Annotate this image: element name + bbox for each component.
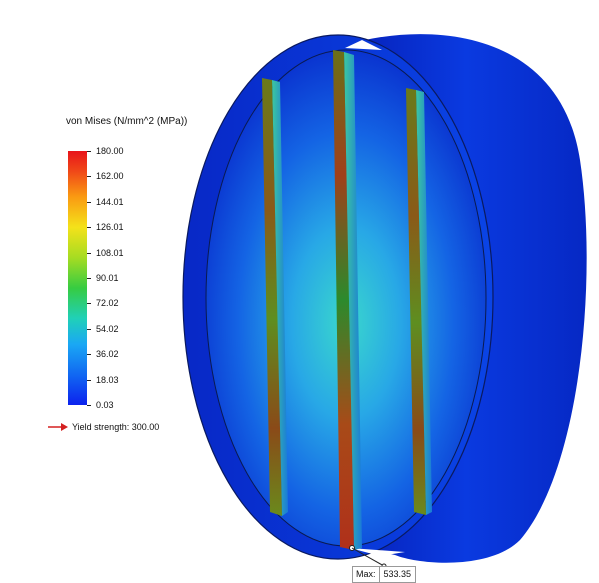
legend-tick-mark bbox=[87, 151, 91, 152]
legend-tick-label: 108.01 bbox=[96, 247, 124, 258]
stiffener-bar-right bbox=[406, 88, 426, 515]
legend-tick-mark bbox=[87, 379, 91, 381]
legend-tick-label: 18.03 bbox=[96, 374, 119, 385]
legend-tick-mark bbox=[87, 354, 91, 356]
yield-arrow-icon bbox=[48, 423, 68, 431]
legend-tick-label: 54.02 bbox=[96, 323, 119, 334]
max-value: 533.35 bbox=[383, 569, 412, 579]
legend-tick-mark bbox=[87, 328, 91, 330]
legend-tick-label: 36.02 bbox=[96, 349, 119, 360]
legend-tick-label: 126.01 bbox=[96, 222, 124, 233]
rim-gap-bottom bbox=[350, 548, 405, 556]
legend-tick-mark bbox=[87, 201, 91, 203]
stiffener-bar-center bbox=[333, 50, 354, 550]
legend-tick-label: 90.01 bbox=[96, 273, 119, 283]
yield-strength-marker: Yield strength: 300.00 bbox=[48, 420, 159, 434]
stiffener-bar-right-side bbox=[416, 90, 432, 515]
rim-gap-top bbox=[345, 40, 382, 50]
legend-tick-label: 144.01 bbox=[96, 196, 124, 207]
front-ring-outline bbox=[182, 34, 494, 560]
legend-tick-mark bbox=[87, 405, 91, 406]
legend-tick-label: 180.00 bbox=[96, 146, 124, 156]
legend-title: von Mises (N/mm^2 (MPa)) bbox=[66, 116, 188, 127]
max-label: Max: bbox=[353, 567, 380, 582]
stiffener-bar-left-side bbox=[272, 80, 288, 516]
legend-tick-mark bbox=[87, 252, 91, 254]
legend-tick-label: 162.00 bbox=[96, 171, 124, 182]
stiffener-bar-center-side bbox=[344, 52, 362, 550]
legend-tick-label: 0.03 bbox=[96, 400, 114, 410]
max-probe-leader bbox=[351, 547, 385, 567]
max-value-probe[interactable]: Max: 533.35 bbox=[352, 566, 417, 583]
legend-tick-mark bbox=[87, 278, 91, 279]
yield-strength-label: Yield strength: 300.00 bbox=[72, 422, 160, 432]
legend-tick-mark bbox=[87, 176, 91, 178]
legend-tick-mark bbox=[87, 227, 91, 229]
stress-color-bar bbox=[68, 151, 87, 405]
legend-tick-mark bbox=[87, 303, 91, 305]
stiffener-bar-left bbox=[262, 78, 282, 516]
legend-tick-label: 72.02 bbox=[96, 298, 119, 309]
